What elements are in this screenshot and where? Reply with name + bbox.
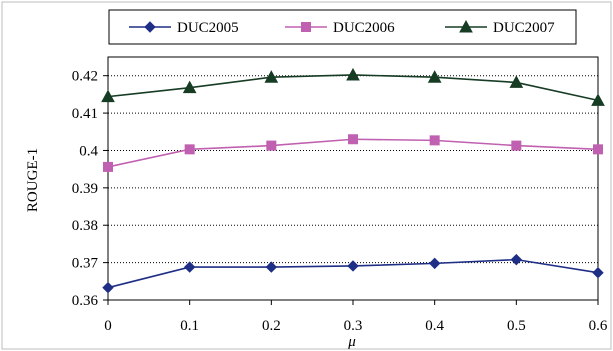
x-tick-label: 0.4 (425, 318, 444, 334)
x-tick-label: 0.3 (344, 318, 363, 334)
data-point-duc2005 (510, 253, 523, 266)
x-axis: 0 0.1 0.2 0.3 0.4 0.5 0.6 (104, 300, 608, 334)
y-tick-label: 0.41 (72, 106, 98, 122)
legend-label-duc2005: DUC2005 (177, 20, 239, 36)
data-point-duc2006 (266, 140, 277, 151)
data-point-duc2005 (428, 257, 441, 270)
x-tick-label: 0.5 (507, 318, 526, 334)
data-point-duc2006 (593, 144, 603, 155)
legend-marker-duc2005 (144, 21, 156, 33)
x-axis-title: μ (347, 334, 356, 350)
data-point-duc2005 (347, 260, 359, 272)
data-point-duc2006 (103, 161, 113, 172)
data-point-duc2007 (591, 93, 605, 106)
data-point-duc2006 (348, 134, 358, 145)
data-point-duc2007 (346, 67, 360, 81)
legend-label-duc2006: DUC2006 (333, 20, 395, 36)
data-point-duc2006 (511, 140, 522, 151)
x-tick-label: 0.2 (262, 318, 281, 334)
data-point-duc2005 (265, 261, 278, 273)
legend-label-duc2007: DUC2007 (493, 20, 555, 36)
y-tick-label: 0.36 (72, 293, 99, 309)
legend-box (108, 9, 577, 45)
x-tick-label: 0.6 (589, 318, 608, 334)
y-tick-label: 0.37 (72, 256, 99, 272)
data-point-duc2007 (264, 70, 279, 83)
data-point-duc2007 (182, 80, 197, 94)
x-tick-label: 0.1 (180, 318, 199, 334)
data-point-duc2005 (102, 281, 114, 294)
y-tick-label: 0.39 (72, 181, 98, 197)
y-tick-label: 0.42 (72, 69, 98, 85)
data-point-duc2007 (427, 70, 442, 83)
x-tick-label: 0 (104, 318, 112, 334)
legend-items: DUC2005 DUC2006 DUC2007 (129, 19, 555, 36)
y-tick-label: 0.38 (72, 218, 98, 234)
y-tick-label: 0.4 (79, 143, 98, 159)
data-point-duc2007 (509, 75, 524, 88)
legend-marker-duc2006 (301, 22, 311, 32)
legend: DUC2005 DUC2006 DUC2007 (108, 9, 577, 45)
data-point-duc2006 (429, 135, 440, 146)
data-point-duc2005 (592, 267, 604, 279)
legend-marker-duc2007 (459, 19, 473, 33)
data-point-duc2005 (183, 261, 196, 273)
y-axis: 0.36 0.37 0.38 0.39 0.4 0.41 0.42 (72, 69, 108, 309)
data-point-duc2007 (101, 89, 115, 103)
series-markers (101, 67, 605, 294)
data-point-duc2006 (184, 144, 195, 155)
y-axis-title: ROUGE-1 (25, 148, 41, 212)
